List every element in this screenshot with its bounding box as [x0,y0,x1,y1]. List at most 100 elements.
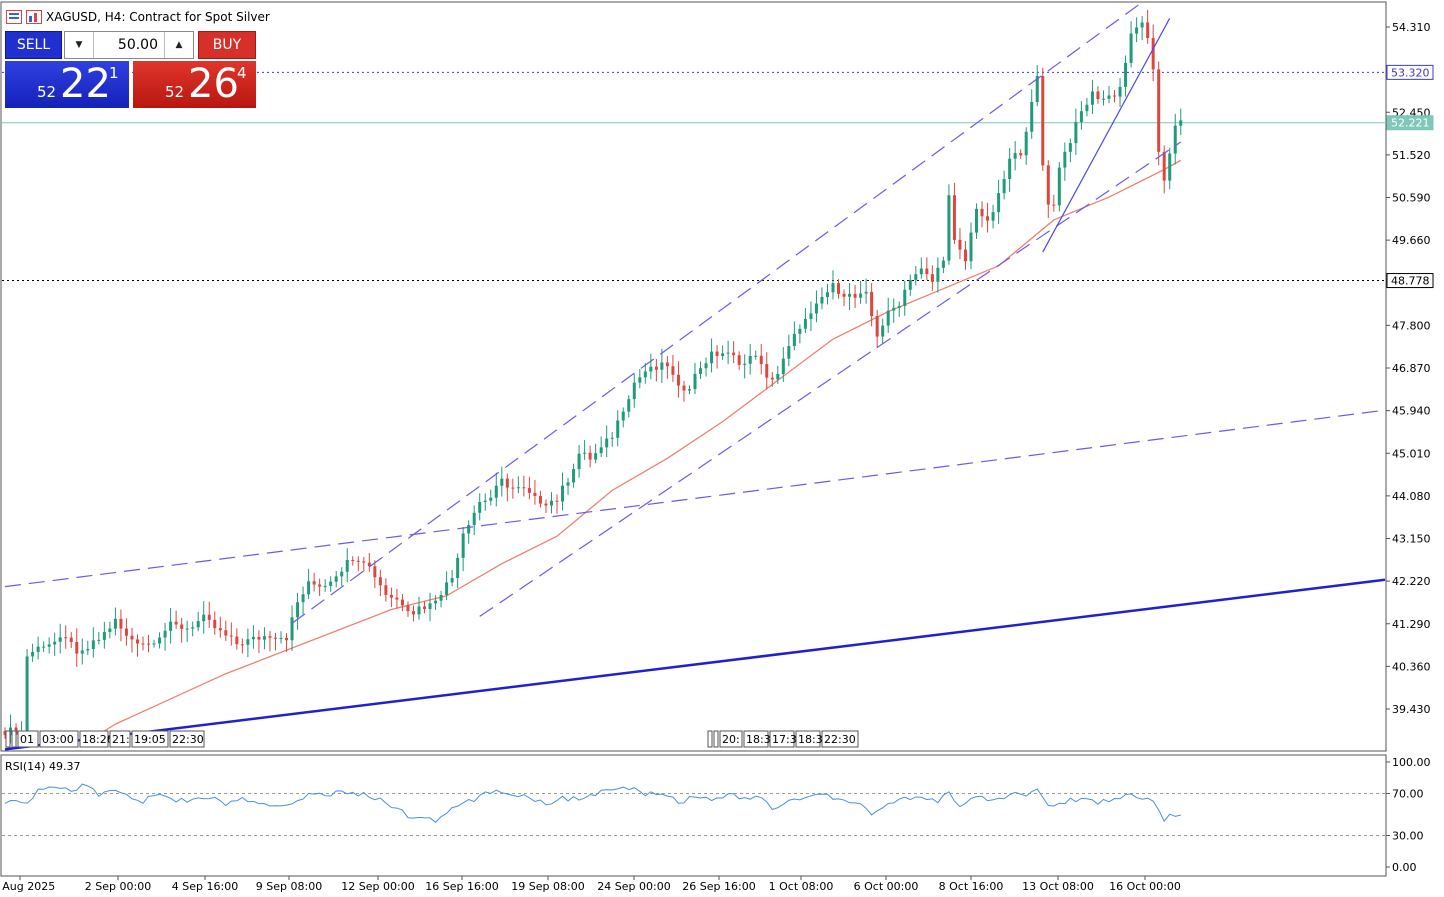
y-tick-label: 50.590 [1392,192,1431,205]
candle-body [1008,158,1012,179]
candle-body [456,557,460,579]
candle-body [362,561,366,563]
candle-body [610,437,614,439]
candle-body [599,447,603,454]
moving-average-line [92,159,1182,739]
candle-body [870,291,874,317]
candle-body [434,600,438,604]
candle-body [445,582,449,595]
rsi-label: RSI(14) 49.37 [5,760,81,773]
candle-body [472,512,476,526]
candle-body [831,283,835,293]
buy-button[interactable]: BUY [198,31,256,59]
candle-body [389,594,393,598]
candle-body [69,637,73,642]
x-tick-label: 13 Oct 08:00 [1022,880,1094,893]
candle-body [726,352,730,354]
candle-body [1157,69,1161,152]
candle-body [743,363,747,365]
candle-body [1124,62,1128,87]
candle-body [417,606,421,615]
candle-body [732,352,736,356]
ask-price-button[interactable]: 52 26 4 [133,61,256,108]
candle-body [516,487,520,489]
x-tick-label: 1 Oct 08:00 [769,880,834,893]
candle-body [273,637,277,639]
y-tick-label: 46.870 [1392,362,1431,375]
candle-body [141,643,145,645]
candle-body [296,602,300,618]
candle-body [792,333,796,347]
candle-body [489,497,493,501]
lot-size-stepper[interactable]: ▼ 50.00 ▲ [64,31,194,59]
candle-body [638,377,642,383]
candle-body [196,621,200,628]
candle-body [135,639,139,644]
candle-body [549,500,553,506]
candle-body [803,318,807,329]
decrease-lot-icon[interactable]: ▼ [75,40,83,50]
candle-body [163,630,167,638]
y-tick-label: 45.940 [1392,405,1431,418]
y-tick-label: 49.660 [1392,234,1431,247]
price-tag-support-box [1386,273,1434,289]
candle-body [108,628,112,633]
candle-body [980,208,984,217]
session-label-box [5,730,11,748]
depth-of-market-icon[interactable] [26,10,42,24]
candle-body [240,644,244,646]
candle-body [235,636,239,645]
session-label-box [11,730,17,748]
candle-body [687,389,691,391]
candle-body [699,368,703,374]
candle-body [113,618,117,629]
candle-body [1129,33,1133,63]
candle-body [500,478,504,486]
x-tick-label: 8 Oct 16:00 [939,880,1004,893]
candle-body [704,363,708,369]
session-label-box [131,730,169,748]
candle-body [1101,98,1105,100]
candle-body [395,597,399,600]
candle-body [423,606,427,609]
candle-body [439,594,443,601]
session-label-box [169,730,205,748]
candle-body [224,630,228,636]
candle-body [605,438,609,448]
session-label-box [79,730,109,748]
candle-body [941,260,945,268]
candle-body [859,293,863,298]
x-tick-label: 2 Sep 00:00 [85,880,151,893]
candle-body [42,646,46,648]
candle-body [715,351,719,356]
session-label-box [769,730,795,748]
lot-size-input[interactable]: 50.00 [93,32,165,58]
candle-body [914,274,918,280]
candle-body [158,637,162,644]
candle-body [9,727,13,736]
x-tick-label: 16 Sep 16:00 [425,880,498,893]
candle-body [130,635,134,640]
candle-body [765,364,769,378]
candle-body [169,621,173,631]
candle-body [1002,178,1006,194]
candle-body [461,533,465,558]
increase-lot-icon[interactable]: ▲ [175,40,183,50]
candle-body [1140,22,1144,28]
candle-body [290,617,294,641]
x-tick-label: 6 Oct 00:00 [854,880,919,893]
candle-body [450,578,454,583]
candle-body [561,485,565,502]
candle-body [781,358,785,374]
sell-button[interactable]: SELL [5,31,62,59]
candle-body [621,411,625,421]
candle-body [180,624,184,629]
candle-body [737,355,741,365]
session-label: 22:30 [172,733,204,746]
candle-body [312,581,316,585]
candle-body [825,292,829,298]
bid-price-button[interactable]: 52 22 1 [5,61,129,108]
session-label: 22:30 [824,733,856,746]
candle-body [124,628,128,636]
